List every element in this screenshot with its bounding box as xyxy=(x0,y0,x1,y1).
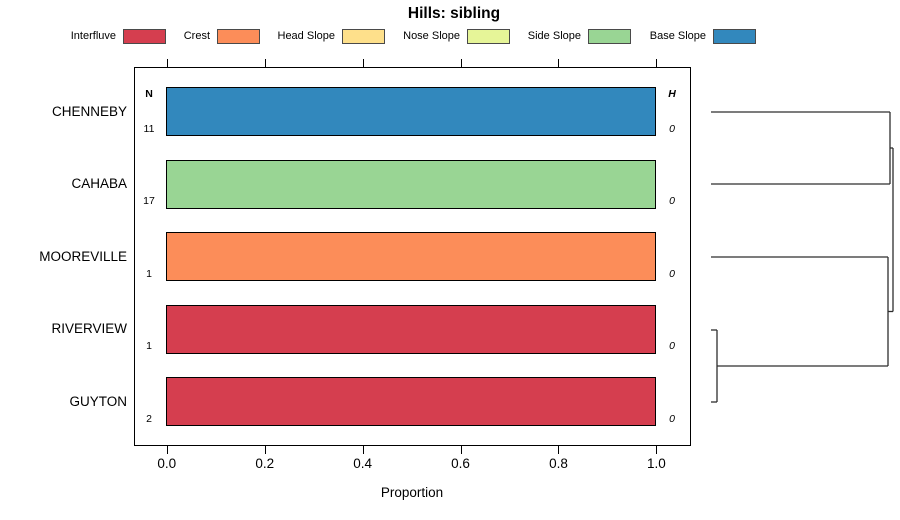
legend-label: Head Slope xyxy=(277,30,336,42)
chart-title: Hills: sibling xyxy=(407,5,501,22)
legend-swatch xyxy=(217,29,260,44)
x-tick-label: 0.2 xyxy=(255,456,275,471)
x-tick-top xyxy=(460,59,462,67)
x-tick-label: 1.0 xyxy=(647,456,666,471)
h-value: 0 xyxy=(669,267,675,280)
bar-segment xyxy=(166,377,656,426)
bar-segment xyxy=(166,159,656,209)
x-tick-bottom xyxy=(656,446,658,454)
n-value: 1 xyxy=(146,340,152,352)
legend-label: Crest xyxy=(183,30,210,42)
n-value: 11 xyxy=(143,122,155,135)
h-value: 0 xyxy=(669,340,675,352)
x-tick-bottom xyxy=(362,446,364,454)
n-value: 2 xyxy=(146,412,152,425)
n-value: 1 xyxy=(146,267,152,280)
bar-row xyxy=(166,87,656,136)
legend-swatch xyxy=(713,29,756,44)
bar-row xyxy=(166,232,656,281)
h-column-header: H xyxy=(668,88,676,100)
x-tick-top xyxy=(656,59,658,67)
x-axis-title: Proportion xyxy=(380,485,444,500)
row-label: CAHABA xyxy=(71,176,127,191)
x-tick-bottom xyxy=(558,446,560,454)
bar-row xyxy=(166,304,656,354)
x-tick-label: 0.8 xyxy=(549,456,568,471)
row-label: MOOREVILLE xyxy=(39,248,127,264)
h-value: 0 xyxy=(669,195,675,207)
legend-label: Nose Slope xyxy=(403,30,460,42)
row-label: GUYTON xyxy=(69,393,127,409)
legend-label: Base Slope xyxy=(649,30,706,42)
x-tick-top xyxy=(166,59,168,67)
n-value: 17 xyxy=(143,195,155,207)
legend-label: Side Slope xyxy=(527,30,581,42)
x-tick-label: 0.0 xyxy=(157,456,177,471)
legend-swatch xyxy=(342,29,385,44)
bar-segment xyxy=(166,304,656,354)
x-tick-bottom xyxy=(166,446,168,454)
row-label: CHENNEBY xyxy=(51,103,127,119)
row-label: RIVERVIEW xyxy=(51,321,127,336)
legend-swatch xyxy=(123,29,166,44)
h-value: 0 xyxy=(669,122,675,135)
x-tick-label: 0.6 xyxy=(451,456,470,471)
x-tick-bottom xyxy=(264,446,266,454)
x-tick-top xyxy=(264,59,266,67)
x-tick-top xyxy=(362,59,364,67)
h-value: 0 xyxy=(669,412,675,425)
x-tick-top xyxy=(558,59,560,67)
legend-swatch xyxy=(588,29,631,44)
bar-segment xyxy=(166,232,656,281)
x-tick-bottom xyxy=(460,446,462,454)
legend-swatch xyxy=(467,29,510,44)
bar-row xyxy=(166,159,656,209)
n-column-header: N xyxy=(145,88,153,100)
bar-row xyxy=(166,377,656,426)
legend-label: Interfluve xyxy=(70,30,116,42)
bar-segment xyxy=(166,87,656,136)
x-tick-label: 0.4 xyxy=(353,456,373,471)
